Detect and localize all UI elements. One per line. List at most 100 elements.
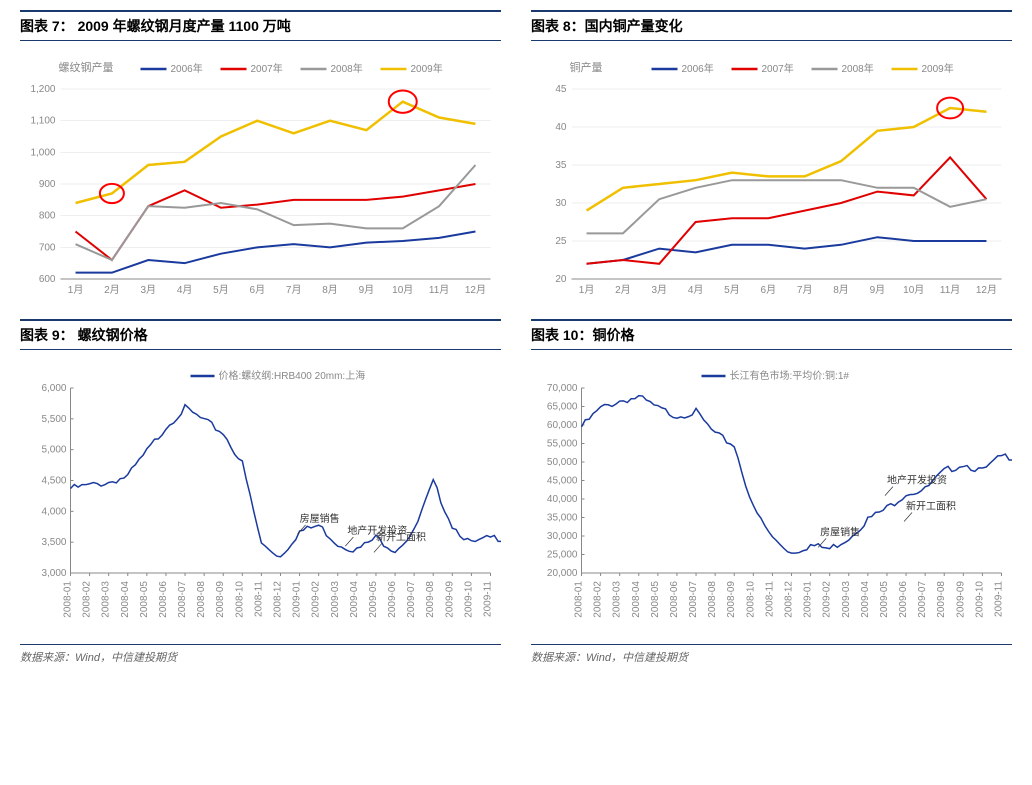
svg-text:30: 30 (555, 198, 567, 209)
svg-text:45,000: 45,000 (547, 476, 578, 487)
panel-chart7: 图表 7： 2009 年螺纹钢月度产量 1100 万吨 600700800900… (20, 10, 501, 309)
svg-text:2008-04: 2008-04 (120, 581, 131, 618)
svg-text:1月: 1月 (579, 284, 595, 296)
svg-text:2009-04: 2009-04 (349, 581, 360, 618)
svg-text:新开工面积: 新开工面积 (376, 530, 426, 543)
svg-text:55,000: 55,000 (547, 439, 578, 450)
svg-text:长江有色市场:平均价:铜:1#: 长江有色市场:平均价:铜:1# (730, 369, 850, 382)
svg-text:2008-04: 2008-04 (631, 581, 642, 618)
svg-text:8月: 8月 (833, 284, 849, 296)
svg-text:6,000: 6,000 (41, 383, 66, 394)
svg-text:2008-02: 2008-02 (593, 581, 604, 618)
svg-text:2008年: 2008年 (842, 62, 874, 75)
svg-text:3,500: 3,500 (41, 537, 66, 548)
svg-text:12月: 12月 (465, 284, 486, 296)
svg-text:5月: 5月 (724, 284, 740, 296)
svg-text:2008-01: 2008-01 (63, 581, 74, 618)
svg-text:2008-09: 2008-09 (215, 581, 226, 618)
svg-text:2008年: 2008年 (331, 62, 363, 75)
chart10-box: 20,00025,00030,00035,00040,00045,00050,0… (531, 358, 1012, 638)
svg-text:35,000: 35,000 (547, 513, 578, 524)
svg-text:1,200: 1,200 (30, 84, 55, 95)
chart9-title: 图表 9： 螺纹钢价格 (20, 319, 501, 350)
svg-text:4月: 4月 (177, 284, 193, 296)
svg-text:7月: 7月 (286, 284, 302, 296)
svg-text:2008-05: 2008-05 (139, 581, 150, 618)
svg-text:60,000: 60,000 (547, 420, 578, 431)
svg-text:800: 800 (39, 211, 56, 222)
svg-text:2008-09: 2008-09 (726, 581, 737, 618)
svg-text:20: 20 (555, 274, 567, 285)
svg-text:4,000: 4,000 (41, 506, 66, 517)
chart9-box: 3,0003,5004,0004,5005,0005,5006,0002008-… (20, 358, 501, 638)
svg-text:2008-07: 2008-07 (177, 581, 188, 618)
svg-text:房屋销售: 房屋销售 (300, 512, 340, 525)
svg-text:2009-06: 2009-06 (898, 581, 909, 618)
svg-text:5,000: 5,000 (41, 445, 66, 456)
svg-text:2008-01: 2008-01 (574, 581, 585, 618)
panel-chart10: 图表 10：铜价格 20,00025,00030,00035,00040,000… (531, 319, 1012, 665)
svg-text:3月: 3月 (651, 284, 667, 296)
chart10-source: 数据来源：Wind，中信建投期货 (531, 644, 1012, 665)
svg-text:2月: 2月 (615, 284, 631, 296)
svg-text:铜产量: 铜产量 (570, 60, 603, 74)
svg-text:6月: 6月 (250, 284, 266, 296)
svg-text:2008-07: 2008-07 (688, 581, 699, 618)
svg-text:地产开发投资: 地产开发投资 (887, 474, 947, 487)
svg-text:2008-12: 2008-12 (273, 581, 284, 618)
svg-text:10月: 10月 (392, 284, 413, 296)
chart10-title: 图表 10：铜价格 (531, 319, 1012, 350)
svg-text:8月: 8月 (322, 284, 338, 296)
svg-text:2009-07: 2009-07 (406, 581, 417, 618)
svg-text:50,000: 50,000 (547, 457, 578, 468)
svg-text:2008-10: 2008-10 (234, 581, 245, 618)
svg-text:房屋销售: 房屋销售 (820, 525, 860, 538)
svg-text:螺纹钢产量: 螺纹钢产量 (59, 60, 114, 74)
svg-text:9月: 9月 (870, 284, 886, 296)
svg-text:25,000: 25,000 (547, 550, 578, 561)
row-top: 图表 7： 2009 年螺纹钢月度产量 1100 万吨 600700800900… (20, 10, 1012, 309)
svg-text:4月: 4月 (688, 284, 704, 296)
svg-text:2008-03: 2008-03 (612, 581, 623, 618)
svg-text:2008-12: 2008-12 (784, 581, 795, 618)
svg-text:600: 600 (39, 274, 56, 285)
svg-text:2009-08: 2009-08 (936, 581, 947, 618)
svg-text:2008-06: 2008-06 (158, 581, 169, 618)
svg-text:2006年: 2006年 (682, 62, 714, 75)
svg-text:2008-06: 2008-06 (669, 581, 680, 618)
svg-text:11月: 11月 (429, 284, 449, 296)
svg-text:3,000: 3,000 (41, 568, 66, 579)
svg-text:2006年: 2006年 (171, 62, 203, 75)
chart7-title: 图表 7： 2009 年螺纹钢月度产量 1100 万吨 (20, 10, 501, 41)
chart10-svg: 20,00025,00030,00035,00040,00045,00050,0… (531, 358, 1012, 638)
svg-text:2009-08: 2009-08 (425, 581, 436, 618)
chart9-source: 数据来源：Wind，中信建投期货 (20, 644, 501, 665)
svg-text:2009-09: 2009-09 (444, 581, 455, 618)
chart7-box: 6007008009001,0001,1001,2001月2月3月4月5月6月7… (20, 49, 501, 309)
svg-text:35: 35 (555, 160, 567, 171)
chart7-svg: 6007008009001,0001,1001,2001月2月3月4月5月6月7… (20, 49, 501, 309)
svg-text:2008-10: 2008-10 (745, 581, 756, 618)
svg-text:2009-10: 2009-10 (974, 581, 985, 618)
svg-text:2007年: 2007年 (762, 62, 794, 75)
svg-text:2009-01: 2009-01 (803, 581, 814, 618)
svg-text:2008-08: 2008-08 (707, 581, 718, 618)
svg-text:10月: 10月 (903, 284, 924, 296)
svg-text:45: 45 (555, 84, 567, 95)
svg-text:2009-05: 2009-05 (368, 581, 379, 618)
svg-text:5,500: 5,500 (41, 414, 66, 425)
svg-text:2009-11: 2009-11 (483, 581, 494, 617)
svg-text:2008-11: 2008-11 (764, 581, 775, 617)
svg-text:2008-11: 2008-11 (253, 581, 264, 617)
svg-text:5月: 5月 (213, 284, 229, 296)
svg-text:1月: 1月 (68, 284, 84, 296)
panel-chart8: 图表 8：国内铜产量变化 2025303540451月2月3月4月5月6月7月8… (531, 10, 1012, 309)
svg-text:2009年: 2009年 (411, 62, 443, 75)
svg-text:2008-02: 2008-02 (82, 581, 93, 618)
svg-text:40,000: 40,000 (547, 494, 578, 505)
svg-text:2007年: 2007年 (251, 62, 283, 75)
chart8-title: 图表 8：国内铜产量变化 (531, 10, 1012, 41)
svg-text:2009-10: 2009-10 (463, 581, 474, 618)
svg-text:2009-05: 2009-05 (879, 581, 890, 618)
svg-text:25: 25 (555, 236, 567, 247)
